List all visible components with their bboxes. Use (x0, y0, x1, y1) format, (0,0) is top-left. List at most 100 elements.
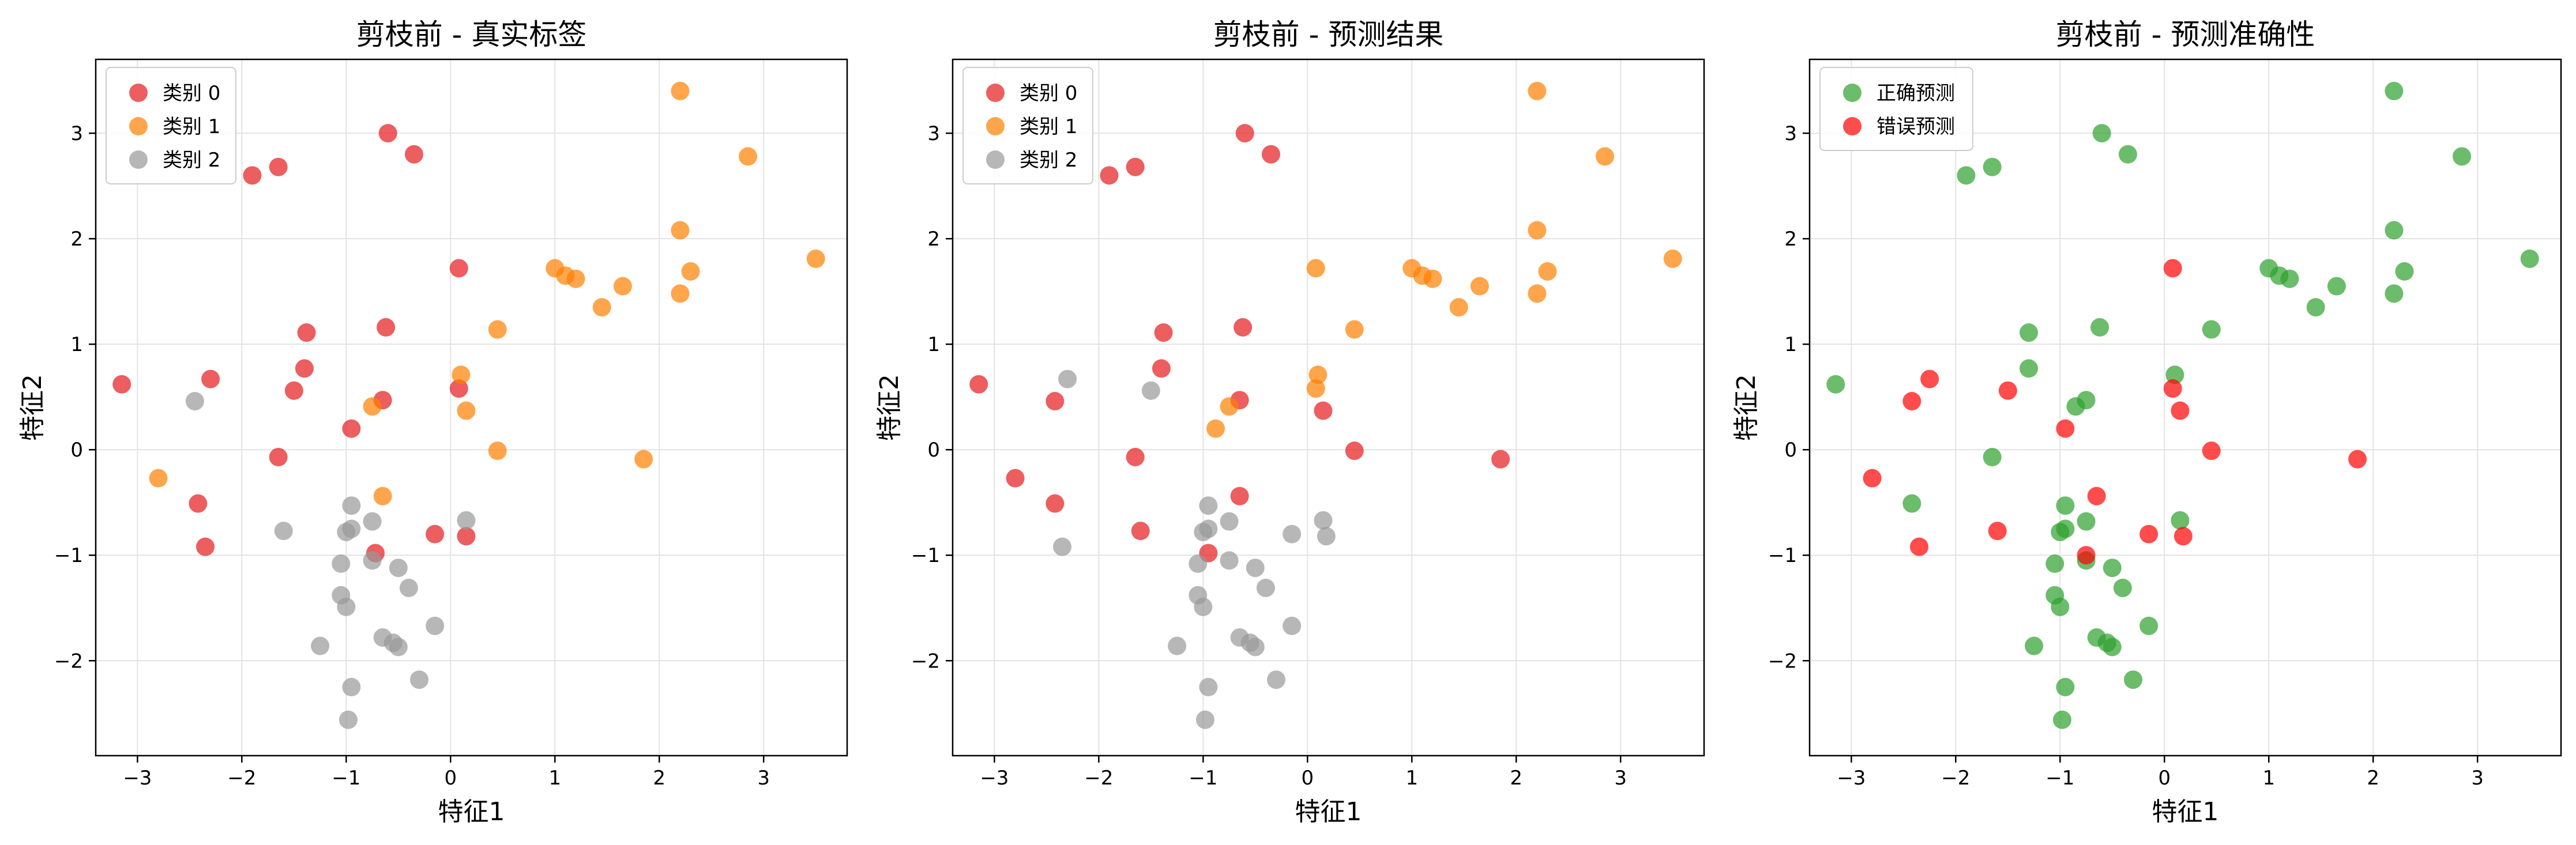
data-point (2025, 636, 2044, 655)
data-point (2385, 221, 2404, 240)
data-point (806, 249, 825, 268)
axes-frame (95, 58, 848, 757)
data-point (410, 670, 429, 689)
data-point (269, 157, 288, 176)
data-point (1306, 379, 1325, 398)
data-point (269, 448, 288, 467)
legend-label: 类别 0 (163, 82, 220, 105)
data-point (337, 597, 356, 616)
data-point (1283, 525, 1302, 544)
legend-label: 类别 0 (1020, 82, 1077, 105)
data-point (2163, 259, 2182, 278)
data-point (1983, 157, 2002, 176)
data-point (1199, 496, 1218, 515)
x-axis-label: 特征1 (438, 797, 505, 827)
data-point (2077, 512, 2096, 531)
data-point (1920, 369, 1939, 388)
x-tick-label: −3 (123, 767, 152, 790)
data-point (284, 381, 303, 400)
data-point (363, 551, 382, 570)
legend-marker (986, 117, 1005, 135)
data-point (1100, 166, 1119, 185)
y-axis-label: 特征2 (875, 374, 904, 441)
data-point (112, 375, 131, 394)
x-tick-label: −2 (1084, 767, 1113, 790)
y-tick-label: −2 (911, 650, 940, 673)
data-point (2051, 597, 2070, 616)
data-point (2020, 323, 2039, 342)
x-tick-label: 3 (757, 767, 770, 790)
y-tick-label: 1 (70, 333, 83, 356)
data-point (2395, 262, 2414, 281)
legend-marker (986, 150, 1005, 169)
axes-frame (952, 58, 1705, 757)
data-point (2163, 379, 2182, 398)
data-point (671, 81, 690, 100)
y-tick-label: 1 (1784, 333, 1797, 356)
legend-marker (986, 84, 1005, 102)
data-point (363, 512, 382, 531)
data-point (1199, 519, 1218, 538)
x-tick-label: −1 (332, 767, 360, 790)
data-point (2171, 511, 2190, 530)
data-point (1230, 486, 1249, 506)
data-point (2520, 249, 2539, 268)
data-point (1596, 147, 1615, 166)
data-point (1199, 678, 1218, 697)
data-point (1235, 124, 1254, 143)
x-tick-label: 1 (1405, 767, 1418, 790)
data-point (1528, 221, 1547, 240)
x-tick-label: −2 (1941, 767, 1970, 790)
data-point (1983, 448, 2002, 467)
data-point (671, 221, 690, 240)
y-tick-label: 1 (927, 333, 940, 356)
data-point (1902, 392, 1921, 411)
data-point (2020, 359, 2039, 378)
data-point (339, 710, 358, 729)
data-point (2056, 678, 2075, 697)
legend-marker (129, 84, 148, 102)
y-tick-label: 0 (1784, 439, 1797, 462)
data-point (2056, 519, 2075, 538)
data-point (488, 320, 507, 339)
data-point (1046, 494, 1065, 513)
y-tick-label: 0 (70, 439, 83, 462)
data-point (2453, 147, 2472, 166)
data-point (243, 166, 262, 185)
data-point (671, 284, 690, 303)
data-point (2077, 391, 2096, 410)
data-point (1152, 359, 1171, 378)
legend-label: 类别 2 (163, 149, 220, 172)
data-point (457, 401, 476, 420)
data-point (592, 298, 611, 317)
x-axis-label: 特征1 (2152, 797, 2219, 827)
legend-marker (1843, 84, 1862, 102)
data-point (311, 636, 330, 655)
data-point (2092, 124, 2111, 143)
y-tick-label: 3 (1784, 122, 1797, 145)
data-point (342, 496, 361, 515)
data-point (373, 486, 392, 506)
data-point (1283, 616, 1302, 635)
data-point (1306, 259, 1325, 278)
x-tick-label: −1 (2045, 767, 2074, 790)
data-point (452, 365, 471, 384)
data-point (1220, 512, 1239, 531)
data-point (1314, 401, 1333, 420)
data-point (1663, 249, 1682, 268)
data-point (1194, 597, 1213, 616)
data-point (2139, 616, 2158, 635)
data-point (2124, 670, 2143, 689)
y-tick-label: 2 (927, 228, 940, 251)
data-point (342, 678, 361, 697)
y-tick-label: 0 (927, 439, 940, 462)
data-point (1423, 269, 1442, 288)
data-point (1206, 419, 1225, 438)
x-tick-label: 2 (1510, 767, 1522, 790)
data-point (2118, 145, 2137, 164)
data-point (1256, 578, 1275, 597)
data-point (2171, 401, 2190, 420)
data-point (2173, 527, 2193, 546)
